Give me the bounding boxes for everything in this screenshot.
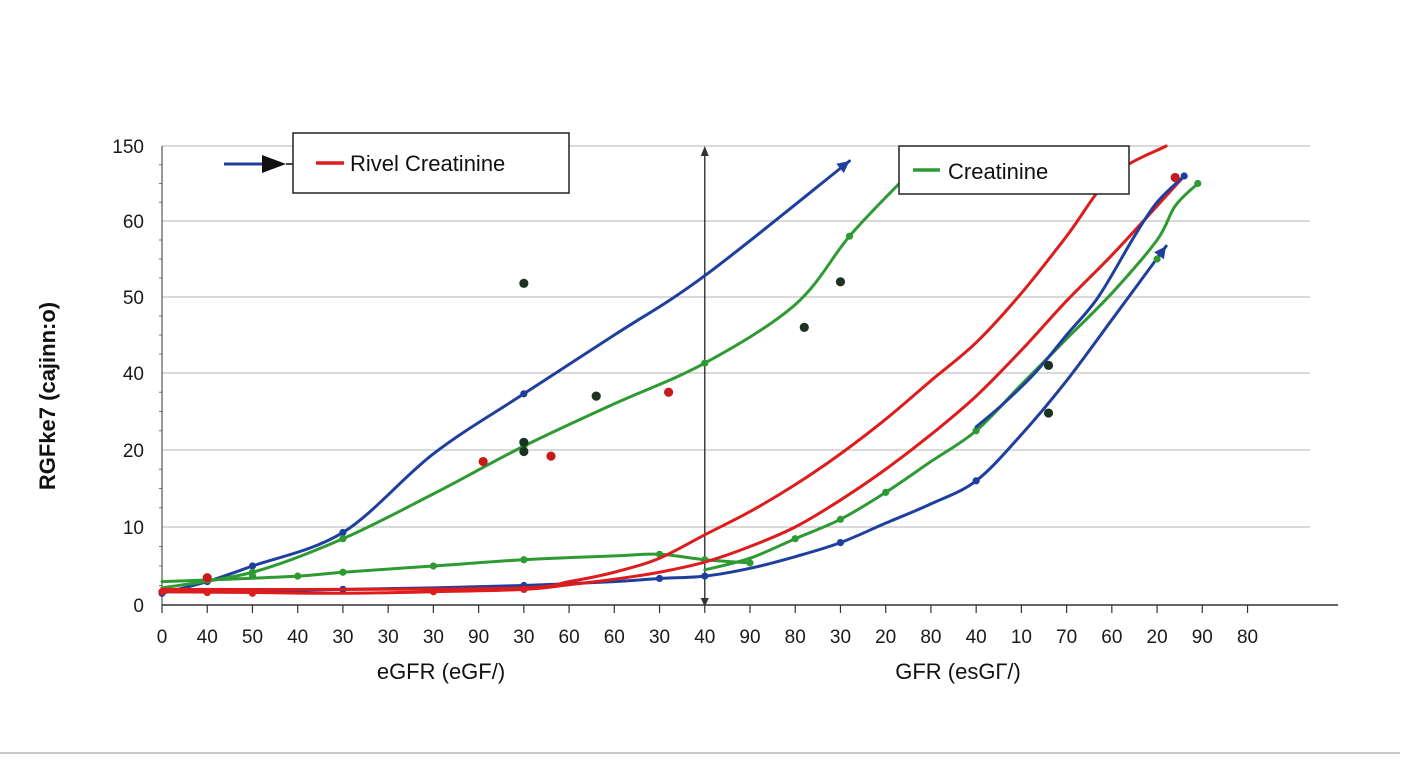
x-tick-label: 60 xyxy=(559,627,580,648)
series-marker-green-flat xyxy=(339,568,347,576)
series-marker-red-lower xyxy=(203,588,211,597)
scatter-point xyxy=(519,278,529,288)
series-marker-green-steep xyxy=(339,535,347,543)
scatter-point xyxy=(1043,408,1054,418)
series-marker-green-lower xyxy=(1194,179,1202,188)
series-marker-blue-flat xyxy=(701,572,709,580)
x-axis-label-left: eGFR (eGF/) xyxy=(377,659,505,684)
x-tick-label: 40 xyxy=(197,627,218,648)
y-tick-label: 60 xyxy=(123,212,144,233)
x-tick-label: 80 xyxy=(785,627,806,648)
y-tick-label: 50 xyxy=(123,288,144,309)
series-marker-green-steep xyxy=(845,232,854,240)
y-tick-label: 0 xyxy=(133,596,144,617)
scatter-group xyxy=(202,172,1180,583)
x-axis-ticks: 0 40 50 40 30 30 30 90 30 60 60 30 40 90 80 30 20 80 40 10 7… xyxy=(157,605,1258,648)
series-marker-blue-flat xyxy=(655,574,664,583)
x-tick-label: 60 xyxy=(604,627,625,648)
x-tick-label: 30 xyxy=(332,627,353,648)
x-tick-label: 80 xyxy=(920,627,941,648)
series-line-green-flat xyxy=(160,552,752,584)
x-tick-label: 40 xyxy=(694,627,715,648)
scatter-point xyxy=(519,446,529,457)
x-tick-label: 60 xyxy=(1101,627,1122,648)
series-arrowhead-blue-flat xyxy=(1154,246,1167,260)
x-tick-label: 30 xyxy=(830,627,851,648)
legend-arrow-icon xyxy=(262,155,286,173)
y-axis-ticks: 0 10 20 40 50 60 150 xyxy=(112,137,162,617)
y-tick-label: 150 xyxy=(112,137,144,158)
series-marker-red-lower xyxy=(429,588,437,596)
x-tick-label: 30 xyxy=(378,627,399,648)
y-axis-label: RGFke7 (cajinn:o) xyxy=(35,302,60,490)
series-marker-red-lower xyxy=(248,589,257,597)
series-marker-green-flat xyxy=(746,559,754,567)
series-marker-blue-flat xyxy=(836,539,845,547)
scatter-point xyxy=(202,573,212,583)
series-marker-blue-mid xyxy=(1180,172,1188,180)
scatter-point xyxy=(519,437,529,447)
x-tick-label: 90 xyxy=(739,627,760,648)
scatter-point xyxy=(546,451,556,461)
series-group xyxy=(158,144,1202,597)
scatter-point xyxy=(478,456,488,467)
x-tick-label: 30 xyxy=(513,627,534,648)
x-tick-label: 10 xyxy=(1011,627,1032,648)
scatter-point xyxy=(799,322,809,332)
series-marker-blue-steep xyxy=(520,390,528,398)
legend-right: Creatinine xyxy=(898,145,1130,195)
x-tick-label: 0 xyxy=(157,627,168,648)
series-marker-green-flat xyxy=(429,562,437,570)
scatter-point xyxy=(1043,360,1054,370)
legend-right-label: Creatinine xyxy=(948,159,1048,184)
x-tick-label: 50 xyxy=(242,627,263,648)
x-tick-label: 90 xyxy=(468,627,489,648)
vertical-divider xyxy=(700,146,709,607)
series-marker-green-flat xyxy=(294,572,302,580)
series-line-blue-mid xyxy=(974,174,1186,429)
divider-arrow-bottom xyxy=(700,598,709,607)
series-line-red-upper xyxy=(160,144,1168,592)
scatter-point xyxy=(1170,172,1180,183)
x-tick-label: 70 xyxy=(1056,627,1077,648)
series-marker-green-lower xyxy=(791,535,799,543)
y-tick-label: 20 xyxy=(123,441,144,462)
legend-left: Rivel Creatinine xyxy=(224,132,570,194)
series-marker-green-lower xyxy=(1153,255,1161,263)
legend-left-label: Rivel Creatinine xyxy=(350,151,505,176)
series-marker-blue-flat xyxy=(972,477,980,485)
series-marker-green-lower xyxy=(972,427,980,435)
series-marker-green-flat xyxy=(520,556,528,564)
series-marker-blue-steep xyxy=(339,528,347,537)
scatter-point xyxy=(591,391,601,401)
y-tick-label: 40 xyxy=(123,364,144,385)
series-marker-blue-steep xyxy=(248,562,257,570)
x-tick-label: 30 xyxy=(423,627,444,648)
divider-arrow-top xyxy=(700,146,709,156)
x-tick-label: 30 xyxy=(649,627,670,648)
series-marker-red-lower xyxy=(158,588,166,596)
x-tick-label: 80 xyxy=(1237,627,1258,648)
series-marker-green-lower xyxy=(836,515,845,523)
scatter-point xyxy=(835,277,846,287)
x-tick-label: 90 xyxy=(1192,627,1213,648)
x-tick-label: 20 xyxy=(875,627,896,648)
series-marker-green-lower xyxy=(882,488,890,496)
series-marker-green-steep xyxy=(701,359,709,367)
y-tick-label: 10 xyxy=(123,518,144,539)
x-tick-label: 20 xyxy=(1147,627,1168,648)
x-tick-label: 40 xyxy=(966,627,987,648)
x-tick-label: 40 xyxy=(287,627,308,648)
series-marker-red-lower xyxy=(520,585,528,594)
scatter-point xyxy=(663,387,674,397)
series-marker-green-flat xyxy=(248,572,257,580)
series-line-blue-steep xyxy=(160,159,852,595)
series-line-green-steep xyxy=(160,182,901,590)
x-axis-label-right: GFR (esGГ/) xyxy=(895,659,1021,684)
series-line-red-lower xyxy=(160,174,1186,595)
series-arrowhead-blue-steep xyxy=(836,161,850,174)
bottom-rule xyxy=(0,752,1400,754)
gridlines xyxy=(162,145,1310,528)
